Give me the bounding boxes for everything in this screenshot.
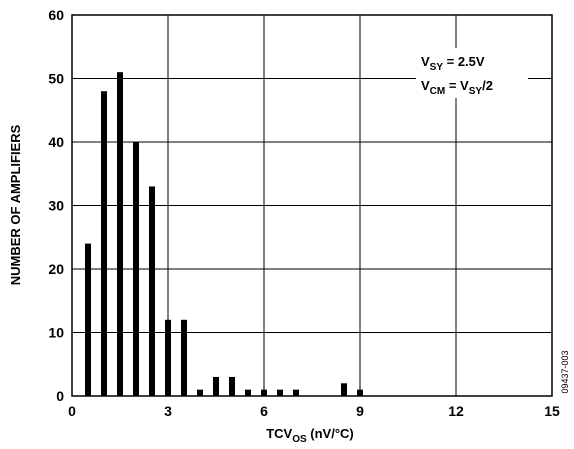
bar-0.5 bbox=[85, 243, 91, 396]
bar-3 bbox=[165, 319, 171, 396]
bar-6 bbox=[261, 389, 267, 396]
x-axis-label-tail: (nV/°C) bbox=[307, 426, 354, 441]
bar-9 bbox=[357, 389, 363, 396]
x-tick-label-15: 15 bbox=[544, 403, 560, 419]
bars bbox=[85, 72, 363, 397]
bar-6.5 bbox=[277, 389, 283, 396]
y-tick-label-30: 30 bbox=[48, 198, 64, 214]
bar-2 bbox=[133, 142, 139, 396]
x-tick-labels: 0 3 6 9 12 15 bbox=[68, 403, 560, 419]
y-tick-labels: 0 10 20 30 40 50 60 bbox=[48, 7, 64, 404]
x-tick-label-9: 9 bbox=[356, 403, 364, 419]
y-tick-label-0: 0 bbox=[56, 388, 64, 404]
y-tick-label-60: 60 bbox=[48, 7, 64, 23]
bar-4 bbox=[197, 389, 203, 396]
y-tick-label-50: 50 bbox=[48, 71, 64, 87]
x-axis-label: TCVOS (nV/°C) bbox=[266, 426, 354, 445]
y-tick-label-10: 10 bbox=[48, 325, 64, 341]
x-tick-label-12: 12 bbox=[448, 403, 464, 419]
plot-frame bbox=[71, 14, 553, 397]
bar-1 bbox=[101, 91, 107, 396]
x-axis-label-main: TCV bbox=[266, 426, 292, 441]
x-tick-label-6: 6 bbox=[260, 403, 268, 419]
bar-1.5 bbox=[117, 72, 123, 397]
x-tick-label-0: 0 bbox=[68, 403, 76, 419]
bar-5.5 bbox=[245, 389, 251, 396]
y-tick-label-40: 40 bbox=[48, 134, 64, 150]
bar-5 bbox=[229, 376, 235, 396]
x-tick-label-3: 3 bbox=[164, 403, 172, 419]
bar-7 bbox=[293, 389, 299, 396]
bar-2.5 bbox=[149, 186, 155, 396]
bar-4.5 bbox=[213, 376, 219, 396]
y-axis-label: NUMBER OF AMPLIFIERS bbox=[8, 124, 23, 285]
figure-id: 09437-003 bbox=[560, 350, 570, 393]
annotation-box: VSY = 2.5V VCM = VSY/2 bbox=[416, 48, 528, 98]
bar-8.5 bbox=[341, 383, 347, 396]
annotation-line-1: VSY = 2.5V bbox=[421, 54, 485, 73]
x-axis-label-sub: OS bbox=[292, 434, 307, 445]
annotation-line-2: VCM = VSY/2 bbox=[421, 78, 493, 97]
y-tick-label-20: 20 bbox=[48, 261, 64, 277]
bar-3.5 bbox=[181, 319, 187, 396]
